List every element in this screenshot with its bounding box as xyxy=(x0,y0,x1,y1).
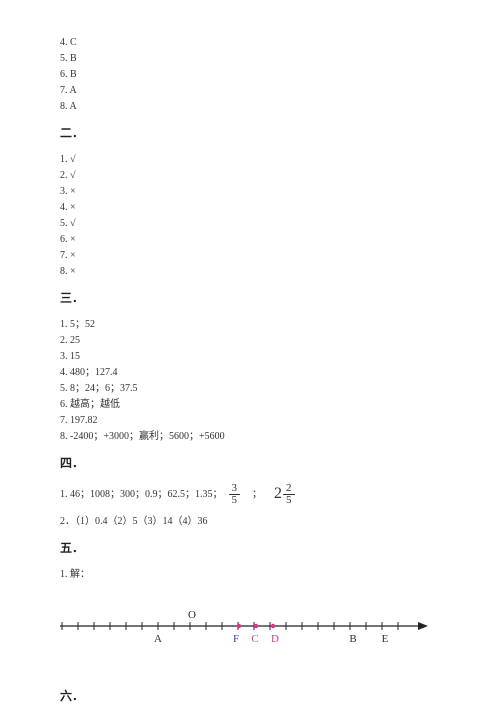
heading-5: 五． xyxy=(60,539,440,557)
heading-3: 三． xyxy=(60,289,440,307)
answer-line: 4. 480；127.4 xyxy=(60,365,440,380)
heading-2: 二． xyxy=(60,124,440,142)
answer-line: 7. × xyxy=(60,248,440,263)
section-2: 1. √2. √3. ×4. ×5. √6. ×7. ×8. × xyxy=(60,152,440,279)
answer-line: 8. × xyxy=(60,264,440,279)
heading-4: 四． xyxy=(60,454,440,472)
answer-line: 4. × xyxy=(60,200,440,215)
answer-line: 5. 8；24；6；37.5 xyxy=(60,381,440,396)
answer-line: 3. × xyxy=(60,184,440,199)
answer-line: 2. √ xyxy=(60,168,440,183)
answer-line: 5. B xyxy=(60,51,440,66)
answer-line: 1. 5；52 xyxy=(60,317,440,332)
mixed-fraction-2-2-5: 2 2 5 xyxy=(274,482,295,506)
section-4-line-1: 1. 46；1008；300；0.9；62.5；1.35； 3 5 ； 2 2 … xyxy=(60,482,440,506)
answer-line: 6. B xyxy=(60,67,440,82)
section-3: 1. 5；522. 253. 154. 480；127.45. 8；24；6；3… xyxy=(60,317,440,444)
section-4-line-2: 2．（1）0.4（2）5（3）14（4）36 xyxy=(60,514,440,529)
number-line-diagram: O A FC D B E xyxy=(60,602,440,657)
svg-text:O: O xyxy=(188,609,196,621)
answer-line: 1. √ xyxy=(60,152,440,167)
answer-line: 6. 越高；越低 xyxy=(60,397,440,412)
number-line-svg: O A FC D B E xyxy=(60,602,430,652)
section-5-line-1: 1. 解： xyxy=(60,567,440,582)
section-4: 1. 46；1008；300；0.9；62.5；1.35； 3 5 ； 2 2 … xyxy=(60,482,440,529)
answer-line: 5. √ xyxy=(60,216,440,231)
answer-line: 3. 15 xyxy=(60,349,440,364)
answer-line: 6. × xyxy=(60,232,440,247)
heading-6: 六． xyxy=(60,687,440,705)
answer-line: 8. -2400；+3000；赢利；5600；+5600 xyxy=(60,429,440,444)
s4-line1-prefix: 1. 46；1008；300；0.9；62.5；1.35； xyxy=(60,487,223,502)
answer-line: 7. A xyxy=(60,83,440,98)
answer-line: 2. 25 xyxy=(60,333,440,348)
answer-line: 4. C xyxy=(60,35,440,50)
svg-text:C: C xyxy=(251,633,258,645)
separator: ； xyxy=(252,487,262,502)
svg-text:E: E xyxy=(382,633,389,645)
fraction-3-5: 3 5 xyxy=(229,483,241,506)
svg-text:F: F xyxy=(233,633,239,645)
svg-text:D: D xyxy=(271,633,279,645)
section-5: 1. 解： O A FC D B E xyxy=(60,567,440,657)
svg-text:B: B xyxy=(349,633,356,645)
section-1: 4. C5. B6. B7. A8. A xyxy=(60,35,440,114)
svg-text:A: A xyxy=(154,633,162,645)
answer-line: 7. 197.82 xyxy=(60,413,440,428)
answer-line: 8. A xyxy=(60,99,440,114)
